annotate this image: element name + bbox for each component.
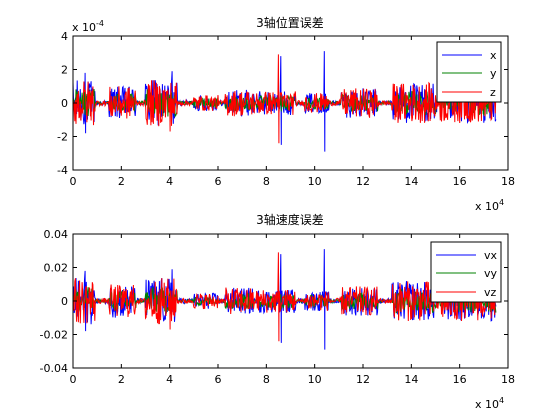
y-tick-label: -0.02 (40, 329, 68, 342)
legend-label: vz (484, 286, 497, 299)
x-multiplier-base: x 10 (475, 398, 499, 411)
series-line-vz (72, 252, 497, 342)
y-tick-label: -2 (57, 131, 68, 144)
x-tick-label: 12 (356, 175, 370, 188)
legend-entry: vy (436, 267, 498, 280)
y-tick-label: 0.04 (44, 228, 69, 241)
x-tick-label: 14 (404, 175, 418, 188)
velocity-error-chart: 3轴速度误差 0 2 4 6 8 10 12 14 16 18 -0.04 -0.02 0 0.02 0.0… (40, 212, 515, 411)
x-multiplier-exp: 4 (499, 198, 504, 207)
legend-entry: vx (436, 249, 498, 262)
chart-title: 3轴位置误差 (256, 15, 324, 30)
x-multiplier-base: x 10 (475, 200, 499, 213)
x-multiplier: x 104 (475, 198, 504, 213)
x-tick-label: 2 (118, 175, 125, 188)
x-tick-label: 6 (215, 373, 222, 386)
legend-label: vy (484, 267, 498, 280)
y-tick-label: -4 (57, 164, 68, 177)
x-tick-label: 2 (118, 373, 125, 386)
y-tick-label: 4 (61, 30, 68, 43)
legend-entry: z (442, 86, 496, 99)
series-line-z (72, 54, 497, 144)
y-tick-label: 2 (61, 64, 68, 77)
x-tick-label: 8 (263, 373, 270, 386)
y-tick-label: -0.04 (40, 362, 68, 375)
legend-entry: y (442, 67, 497, 80)
x-tick-label: 14 (404, 373, 418, 386)
plot-lines (72, 51, 497, 152)
chart-title: 3轴速度误差 (256, 212, 324, 227)
x-tick-label: 4 (166, 175, 173, 188)
y-tick-label: 0 (61, 97, 68, 110)
legend-label: z (490, 86, 496, 99)
y-tick-label: 0 (61, 295, 68, 308)
x-tick-label: 16 (453, 175, 467, 188)
x-multiplier: x 104 (475, 396, 504, 411)
y-multiplier-base: x 10 (72, 21, 96, 34)
legend-entry: x (442, 49, 497, 62)
legend: vx vy vz (430, 241, 502, 303)
x-tick-label: 4 (166, 373, 173, 386)
legend-label: vx (484, 249, 498, 262)
legend-label: y (490, 67, 497, 80)
legend-entry: vz (436, 286, 497, 299)
x-tick-label: 0 (70, 175, 77, 188)
x-tick-label: 6 (215, 175, 222, 188)
y-multiplier-exp: -4 (96, 19, 104, 28)
plot-lines (72, 249, 497, 350)
x-tick-label: 10 (308, 373, 322, 386)
axis-ticks: 0 2 4 6 8 10 12 14 16 18 -4 -2 0 2 4 (57, 30, 515, 188)
y-tick-label: 0.02 (44, 262, 69, 275)
legend: x y z (436, 41, 502, 103)
x-tick-label: 10 (308, 175, 322, 188)
axis-ticks: 0 2 4 6 8 10 12 14 16 18 -0.04 -0.02 0 0.02 0.04 (40, 228, 515, 386)
x-multiplier-exp: 4 (499, 396, 504, 405)
x-tick-label: 18 (501, 373, 515, 386)
y-multiplier: x 10-4 (72, 19, 104, 34)
x-tick-label: 16 (453, 373, 467, 386)
legend-label: x (490, 49, 497, 62)
x-tick-label: 12 (356, 373, 370, 386)
x-tick-label: 18 (501, 175, 515, 188)
x-tick-label: 0 (70, 373, 77, 386)
x-tick-label: 8 (263, 175, 270, 188)
